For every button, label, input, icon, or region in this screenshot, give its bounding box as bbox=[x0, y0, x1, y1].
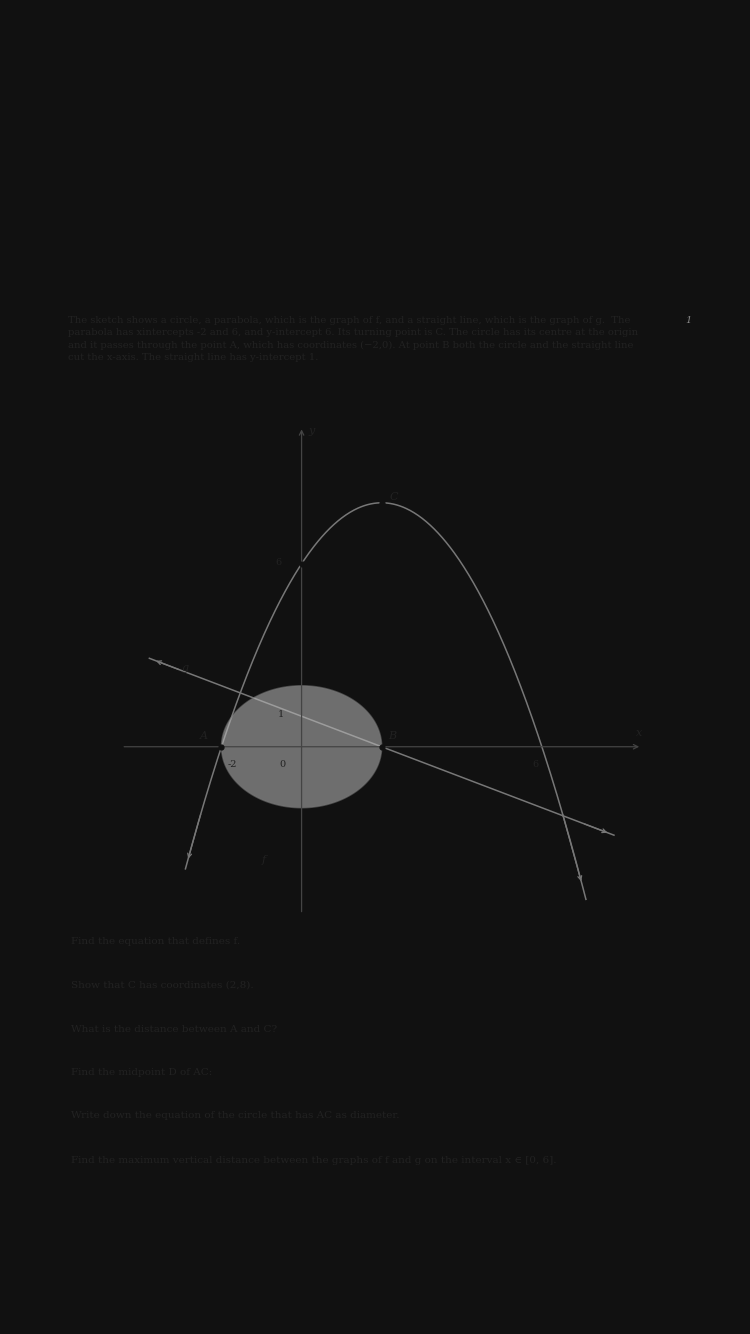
Text: Find the equation that defines f.: Find the equation that defines f. bbox=[71, 936, 241, 946]
Text: 1: 1 bbox=[686, 316, 692, 324]
Text: A: A bbox=[200, 731, 208, 742]
Text: Show that C has coordinates (2,8).: Show that C has coordinates (2,8). bbox=[71, 980, 254, 990]
Text: x: x bbox=[636, 728, 642, 738]
Text: y: y bbox=[309, 426, 315, 436]
Text: 1: 1 bbox=[278, 710, 284, 719]
Polygon shape bbox=[221, 686, 382, 807]
Text: g: g bbox=[182, 663, 188, 672]
Text: The sketch shows a circle, a parabola, which is the graph of f, and a straight l: The sketch shows a circle, a parabola, w… bbox=[68, 316, 638, 363]
Text: 6: 6 bbox=[275, 558, 282, 567]
Text: f: f bbox=[262, 855, 266, 864]
Text: C: C bbox=[390, 492, 398, 502]
Text: Find the midpoint D of AC:: Find the midpoint D of AC: bbox=[71, 1069, 212, 1077]
Text: What is the distance between A and C?: What is the distance between A and C? bbox=[71, 1026, 278, 1034]
Text: -2: -2 bbox=[227, 759, 237, 768]
Text: B: B bbox=[388, 731, 396, 742]
Text: Write down the equation of the circle that has AC as diameter.: Write down the equation of the circle th… bbox=[71, 1111, 400, 1121]
Text: Find the maximum vertical distance between the graphs of f and g on the interval: Find the maximum vertical distance betwe… bbox=[71, 1155, 556, 1165]
Text: 0: 0 bbox=[280, 759, 286, 768]
Text: 6: 6 bbox=[532, 759, 539, 768]
